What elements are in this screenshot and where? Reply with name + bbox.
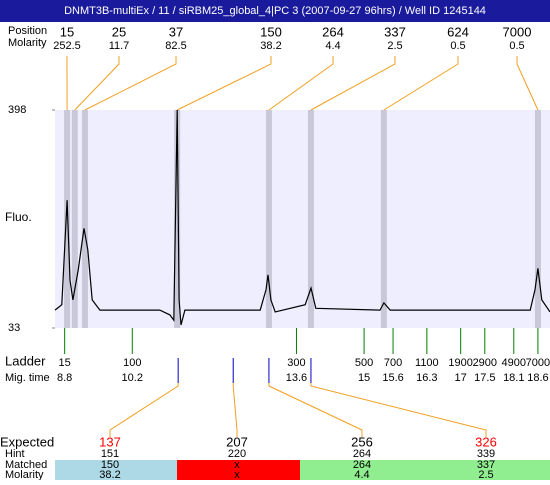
peak-band bbox=[381, 110, 387, 328]
y-tick-label: 33 bbox=[8, 322, 20, 334]
peak-molarity: 11.7 bbox=[109, 40, 130, 52]
expected-row-label: Molarity bbox=[5, 469, 44, 480]
ladder-size: 7000 bbox=[526, 357, 550, 369]
peak-size: 7000 bbox=[503, 24, 532, 39]
molarity: 4.4 bbox=[354, 469, 369, 480]
ladder-time: 15 bbox=[358, 372, 370, 384]
ladder-time: 17.5 bbox=[474, 372, 495, 384]
peak-connector bbox=[85, 56, 176, 110]
expected-connector bbox=[233, 383, 237, 437]
peak-connector bbox=[177, 56, 271, 110]
peak-size: 150 bbox=[260, 24, 282, 39]
peak-size: 337 bbox=[384, 24, 406, 39]
ladder-label: Ladder bbox=[5, 353, 46, 368]
plot-area bbox=[55, 110, 550, 328]
peak-band bbox=[535, 110, 541, 328]
peak-band bbox=[64, 110, 70, 328]
ladder-time: 16.3 bbox=[416, 372, 437, 384]
ladder-time: 18.6 bbox=[527, 372, 548, 384]
peak-molarity: 252.5 bbox=[53, 40, 81, 52]
molarity: 38.2 bbox=[99, 469, 120, 480]
y-tick-label: 398 bbox=[8, 104, 26, 116]
peak-molarity: 0.5 bbox=[450, 40, 465, 52]
peak-size: 624 bbox=[447, 24, 469, 39]
molarity: x bbox=[234, 469, 240, 480]
peak-molarity: 4.4 bbox=[325, 40, 340, 52]
peak-connector bbox=[311, 56, 395, 110]
expected-connector bbox=[110, 383, 178, 437]
ladder-size: 100 bbox=[123, 357, 141, 369]
peak-band bbox=[266, 110, 272, 328]
peak-band bbox=[82, 110, 88, 328]
peak-molarity: 82.5 bbox=[165, 40, 186, 52]
ladder-size: 2900 bbox=[473, 357, 497, 369]
molarity: 2.5 bbox=[478, 469, 493, 480]
ladder-size: 1100 bbox=[415, 357, 439, 369]
peak-connector bbox=[269, 56, 333, 110]
peak-connector bbox=[75, 56, 119, 110]
peak-row-label: Molarity bbox=[8, 37, 47, 49]
peak-size: 15 bbox=[60, 24, 74, 39]
ladder-time-label: Mig. time bbox=[5, 372, 50, 384]
peak-connector bbox=[517, 56, 538, 110]
expected-connector bbox=[311, 383, 486, 437]
ladder-size: 15 bbox=[59, 357, 71, 369]
peak-row-label: Position bbox=[8, 25, 47, 37]
peak-size: 264 bbox=[322, 24, 344, 39]
ladder-size: 4900 bbox=[502, 357, 526, 369]
ladder-time: 8.8 bbox=[57, 372, 72, 384]
ladder-size: 700 bbox=[384, 357, 402, 369]
chart-title: DNMT3B-multiEx / 11 / siRBM25_global_4|P… bbox=[64, 5, 486, 17]
ladder-size: 1900 bbox=[448, 357, 472, 369]
peak-molarity: 2.5 bbox=[387, 40, 402, 52]
ladder-size: 300 bbox=[287, 357, 305, 369]
ladder-time: 10.2 bbox=[122, 372, 143, 384]
peak-size: 37 bbox=[169, 24, 183, 39]
peak-size: 25 bbox=[112, 24, 126, 39]
ladder-time: 17 bbox=[455, 372, 467, 384]
peak-molarity: 0.5 bbox=[509, 40, 524, 52]
peak-molarity: 38.2 bbox=[260, 40, 281, 52]
ladder-time: 13.6 bbox=[286, 372, 307, 384]
ladder-time: 15.6 bbox=[382, 372, 403, 384]
expected-connector bbox=[269, 383, 362, 437]
ladder-time: 18.1 bbox=[503, 372, 524, 384]
ladder-size: 500 bbox=[355, 357, 373, 369]
y-axis-label: Fluo. bbox=[5, 210, 32, 224]
